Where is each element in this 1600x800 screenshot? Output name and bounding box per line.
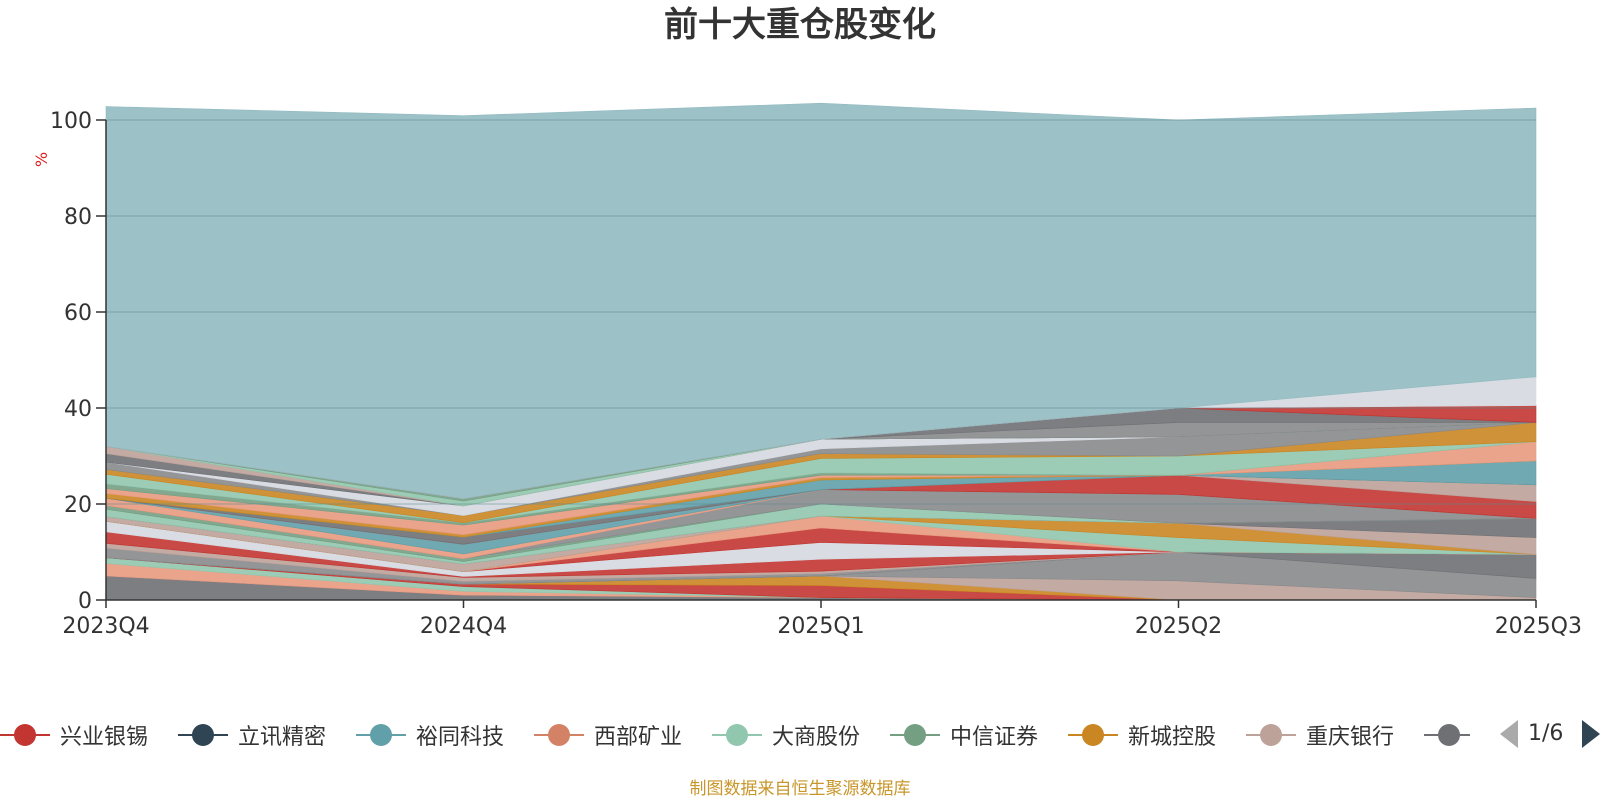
legend-label: 中信证券: [950, 725, 1039, 750]
legend-item-5[interactable]: 中信证券: [890, 718, 1038, 752]
legend-item-3[interactable]: 西部矿业: [534, 718, 682, 752]
y-tick-label-3: 60: [64, 301, 92, 326]
x-tick-label-4: 2025Q3: [1495, 614, 1582, 639]
legend-label: 重庆银行: [1306, 725, 1395, 750]
x-tick-label-0: 2023Q4: [62, 614, 149, 639]
legend-pager: 1/6: [1500, 716, 1600, 752]
legend-label: 新城控股: [1128, 725, 1217, 750]
legend-marker-icon: [0, 718, 50, 752]
legend-item-6[interactable]: 新城控股: [1068, 718, 1216, 752]
legend-marker-icon: [712, 718, 762, 752]
legend-item-2[interactable]: 裕同科技: [356, 718, 504, 752]
legend-label: 兴业银锡: [60, 725, 149, 750]
legend-page-indicator: 1/6: [1528, 721, 1564, 746]
legend-marker-icon: [1068, 718, 1118, 752]
x-tick-label-3: 2025Q2: [1135, 614, 1222, 639]
legend-marker-icon: [534, 718, 584, 752]
area-band-42: [105, 102, 1537, 500]
legend-label: 立讯精密: [238, 725, 327, 750]
legend-marker-icon: [890, 718, 940, 752]
legend-label: 裕同科技: [416, 725, 505, 750]
legend-next-page-button[interactable]: [1582, 720, 1600, 748]
x-tick-label-2: 2025Q1: [777, 614, 864, 639]
legend-item-4[interactable]: 大商股份: [712, 718, 860, 752]
grid-lines: [106, 119, 1536, 505]
legend-item-7[interactable]: 重庆银行: [1246, 718, 1394, 752]
area-series: [105, 102, 1537, 601]
source-note: 制图数据来自恒生聚源数据库: [689, 779, 911, 799]
y-tick-label-5: 100: [50, 109, 92, 134]
axes: 0 20 40 60 80 100 2023Q4 2024Q4 2025Q1 2025Q2 2025…: [50, 109, 1582, 639]
y-tick-label-0: 0: [78, 589, 92, 614]
legend-item-1[interactable]: 立讯精密: [178, 718, 326, 752]
legend-marker-icon: [1424, 718, 1470, 752]
y-tick-label-1: 20: [64, 493, 92, 518]
legend-prev-page-button[interactable]: [1500, 720, 1518, 748]
legend-item-0[interactable]: 兴业银锡: [0, 718, 148, 752]
legend-marker-icon: [356, 718, 406, 752]
legend: 兴业银锡 立讯精密 裕同科技 西部矿业 大商股份 中信证券 新城控股 重庆银行: [0, 718, 1470, 752]
legend-marker-icon: [1246, 718, 1296, 752]
legend-label: 大商股份: [772, 725, 861, 750]
y-tick-label-2: 40: [64, 397, 92, 422]
y-axis-unit-label: %: [32, 151, 52, 168]
legend-item-8[interactable]: [1424, 718, 1470, 752]
legend-label: 西部矿业: [594, 725, 683, 750]
legend-marker-icon: [178, 718, 228, 752]
y-tick-label-4: 80: [64, 205, 92, 230]
x-tick-label-1: 2024Q4: [420, 614, 507, 639]
chart-title: 前十大重仓股变化: [664, 5, 936, 45]
